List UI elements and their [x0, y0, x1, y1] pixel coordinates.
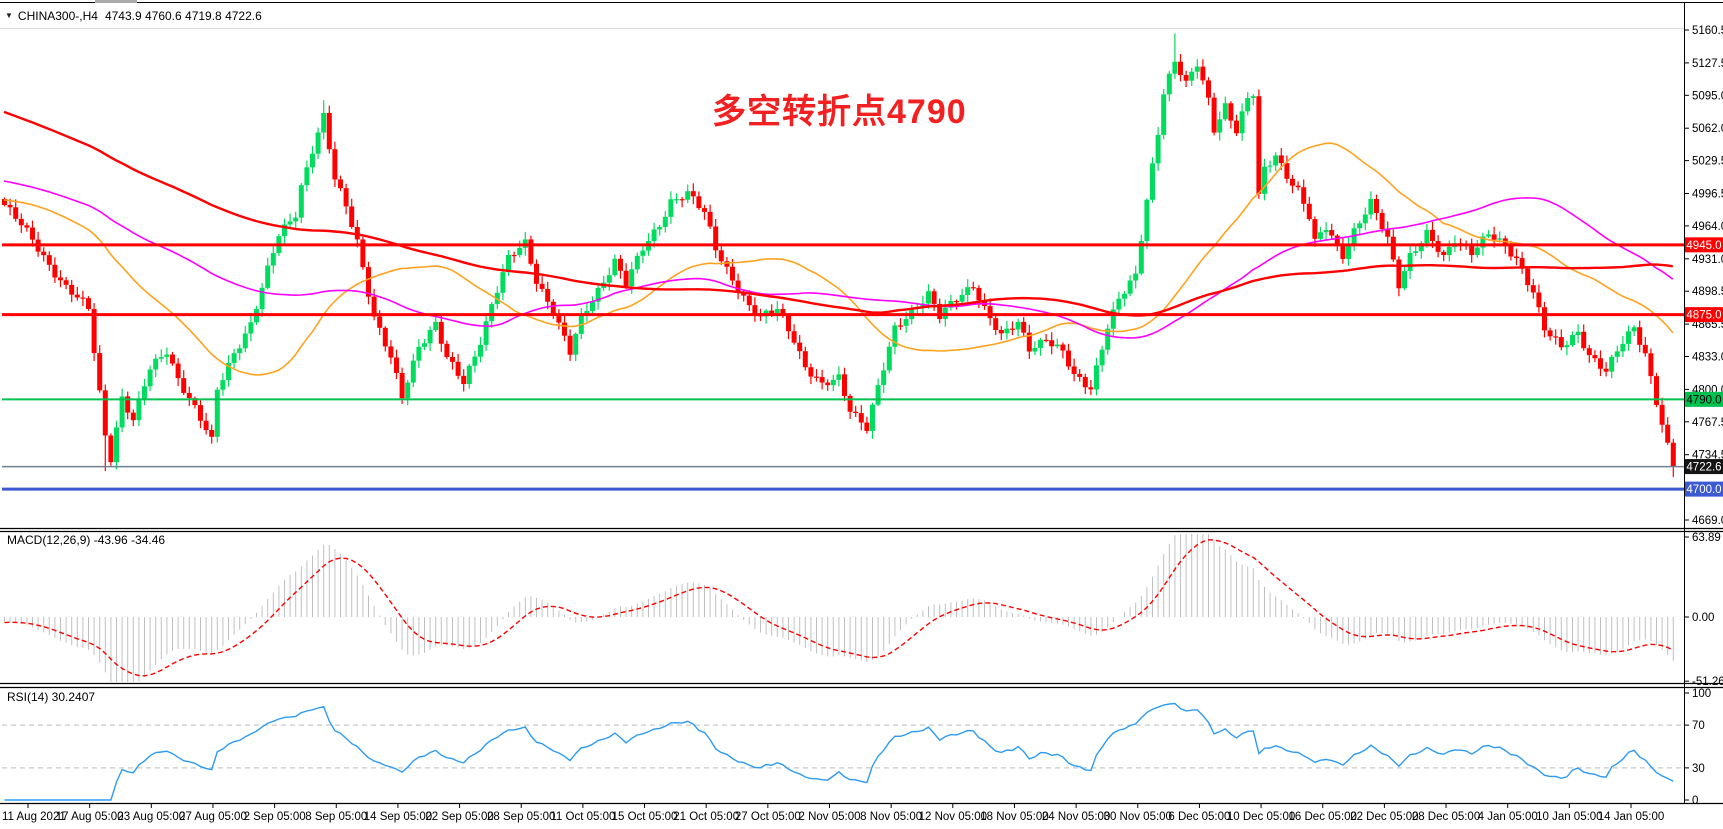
- ma-line-72: [3, 180, 1674, 339]
- svg-text:4996.5: 4996.5: [1692, 188, 1723, 200]
- macd-indicator-label: MACD(12,26,9) -43.96 -34.46: [7, 533, 166, 547]
- time-axis-label: 11 Oct 05:00: [550, 811, 615, 823]
- svg-text:5160.5: 5160.5: [1692, 25, 1723, 37]
- time-axis-label: 12 Nov 05:00: [919, 811, 987, 823]
- time-axis-label: 11 Aug 2021: [2, 811, 66, 823]
- time-axis-label: 27 Oct 05:00: [735, 811, 801, 823]
- rsi-line: [4, 702, 1674, 801]
- time-axis-label: 23 Aug 05:00: [117, 811, 185, 823]
- panel-frames: [0, 0, 1723, 805]
- svg-text:5095.0: 5095.0: [1692, 90, 1723, 102]
- price-badge-4790.0: [1685, 391, 1723, 407]
- time-axis-label: 21 Oct 05:00: [673, 811, 739, 823]
- macd-signal-line: [4, 539, 1674, 677]
- svg-text:4669.0: 4669.0: [1692, 515, 1723, 527]
- svg-text:5127.5: 5127.5: [1692, 58, 1723, 70]
- svg-text:4875.0: 4875.0: [1686, 310, 1721, 322]
- ma-line-140: [3, 110, 1673, 317]
- rsi-levels-layer: [2, 724, 1684, 769]
- svg-text:63.89: 63.89: [1692, 532, 1721, 544]
- symbol-info-bar: ▼ CHINA300-,H4 4743.9 4760.6 4719.8 4722…: [5, 9, 262, 23]
- svg-text:4945.0: 4945.0: [1686, 240, 1721, 252]
- svg-text:-51.26: -51.26: [1692, 676, 1723, 688]
- svg-text:30: 30: [1692, 763, 1705, 775]
- svg-text:100: 100: [1692, 688, 1711, 700]
- time-axis-label: 28 Sep 05:00: [487, 811, 555, 823]
- time-axis-label: 24 Nov 05:00: [1042, 811, 1110, 823]
- time-axis-label: 14 Sep 05:00: [364, 811, 432, 823]
- svg-text:5029.5: 5029.5: [1692, 156, 1723, 168]
- time-axis-label: 10 Dec 05:00: [1227, 811, 1295, 823]
- svg-text:0: 0: [1692, 795, 1698, 807]
- macd-histogram-layer: [4, 534, 1674, 682]
- time-axis-label: 14 Jan 05:00: [1598, 811, 1665, 823]
- price-levels-layer: [2, 243, 1684, 491]
- svg-text:4790.0: 4790.0: [1686, 394, 1721, 406]
- svg-text:5062.0: 5062.0: [1692, 123, 1723, 135]
- svg-text:4734.5: 4734.5: [1692, 450, 1723, 462]
- time-axis-label: 2 Sep 05:00: [244, 811, 306, 823]
- svg-text:4833.0: 4833.0: [1692, 352, 1723, 364]
- time-axis-label: 8 Sep 05:00: [305, 811, 367, 823]
- time-axis-label: 8 Nov 05:00: [860, 811, 922, 823]
- symbol-name: CHINA300-,H4: [17, 9, 98, 23]
- time-axis-label: 10 Jan 05:00: [1536, 811, 1603, 823]
- price-badge-4700.0: [1685, 481, 1723, 497]
- svg-text:4700.0: 4700.0: [1686, 484, 1721, 496]
- time-axis-label: 27 Aug 05:00: [179, 811, 247, 823]
- price-badge-4945.0: [1685, 237, 1723, 253]
- svg-text:70: 70: [1692, 720, 1705, 732]
- price-badges: 4945.0 4875.0 4790.0 4722.6 4700.0: [1685, 237, 1723, 497]
- symbol-ohlc-values: 4743.9 4760.6 4719.8 4722.6: [104, 9, 262, 23]
- time-axis-label: 15 Oct 05:00: [612, 811, 678, 823]
- time-axis-label: 6 Dec 05:00: [1168, 811, 1230, 823]
- time-axis-label: 16 Dec 05:00: [1289, 811, 1357, 823]
- time-axis-label: 30 Nov 05:00: [1104, 811, 1172, 823]
- price-badge-4722.6: [1685, 459, 1723, 475]
- price-axis: 5160.5 5127.5 5095.0 5062.0 5029.5 4996.5 4964…: [1684, 25, 1723, 527]
- svg-text:4722.6: 4722.6: [1686, 462, 1721, 474]
- svg-text:0.00: 0.00: [1692, 612, 1714, 624]
- candles-layer: [2, 33, 1676, 478]
- time-axis-label: 22 Dec 05:00: [1350, 811, 1418, 823]
- time-axis-label: 2 Nov 05:00: [798, 811, 860, 823]
- time-axis-label: 28 Dec 05:00: [1412, 811, 1480, 823]
- svg-text:4898.5: 4898.5: [1692, 286, 1723, 298]
- symbol-dropdown-icon: ▼: [5, 10, 13, 20]
- rsi-indicator-label: RSI(14) 30.2407: [7, 690, 96, 704]
- time-axis-label: 17 Aug 05:00: [56, 811, 124, 823]
- price-badge-4875.0: [1685, 307, 1723, 323]
- rsi-axis: 100 70 30 0: [1684, 688, 1711, 807]
- svg-text:4931.0: 4931.0: [1692, 254, 1723, 266]
- time-axis-label: 18 Nov 05:00: [980, 811, 1048, 823]
- pivot-annotation-text: 多空转折点4790: [712, 93, 967, 131]
- time-axis-label: 22 Sep 05:00: [425, 811, 493, 823]
- time-axis-label: 4 Jan 05:00: [1478, 811, 1538, 823]
- ma-line-34: [3, 142, 1674, 376]
- svg-text:4767.5: 4767.5: [1692, 417, 1723, 429]
- macd-axis: 63.89 0.00 -51.26: [1684, 532, 1723, 688]
- svg-text:4964.0: 4964.0: [1692, 221, 1723, 233]
